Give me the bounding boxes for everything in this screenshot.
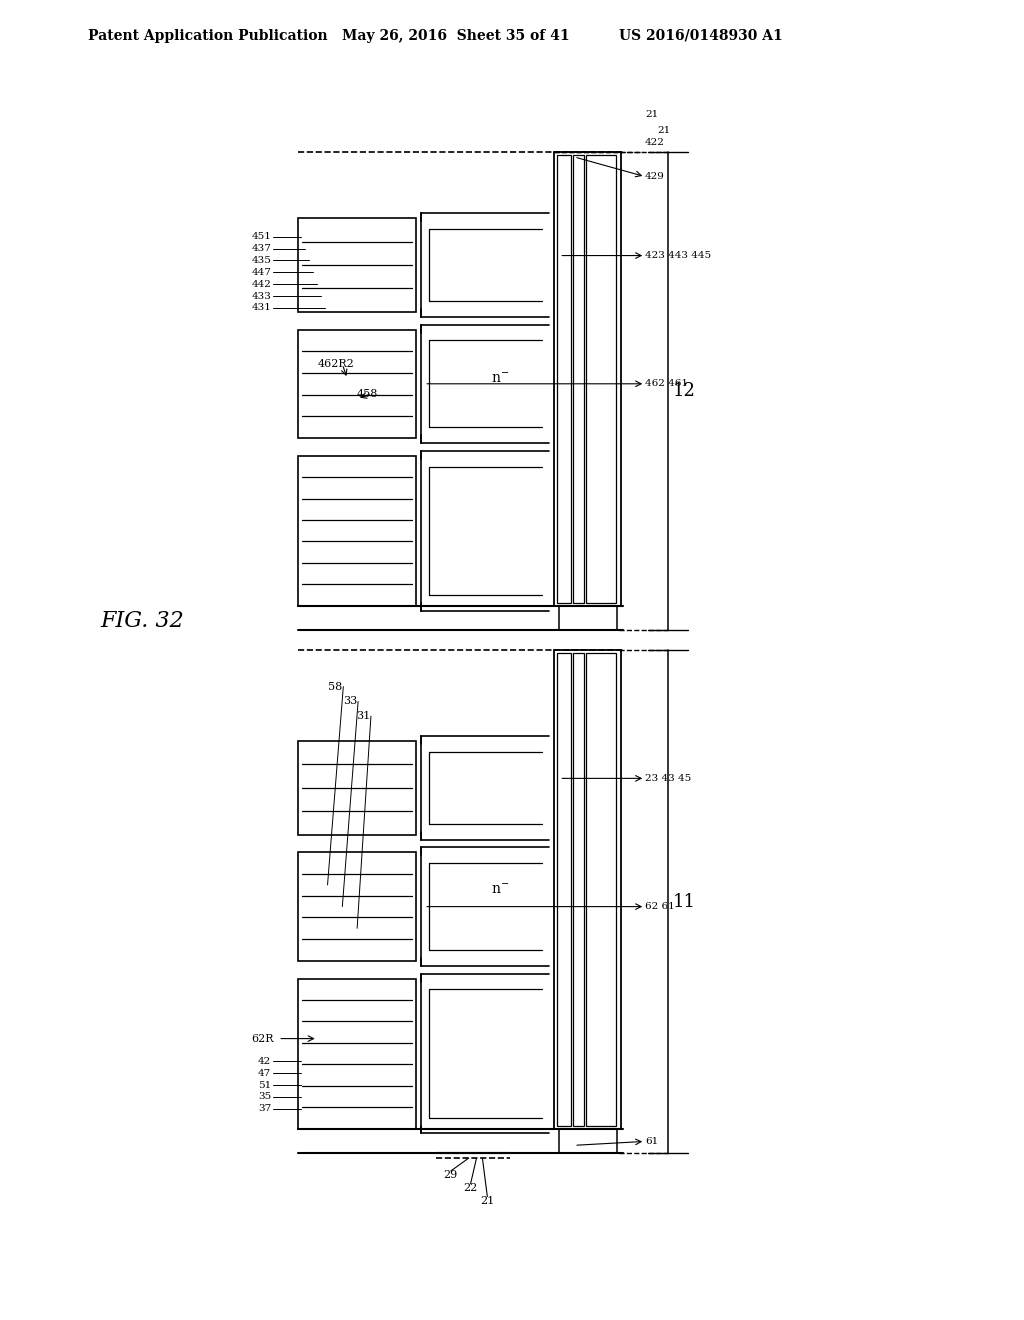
Text: 42: 42 <box>258 1057 271 1067</box>
Text: 61: 61 <box>645 1137 658 1146</box>
Text: 462R2: 462R2 <box>317 359 354 370</box>
Text: 21: 21 <box>645 110 658 119</box>
Bar <box>559 606 616 631</box>
Text: 447: 447 <box>252 268 271 277</box>
Bar <box>586 653 615 1126</box>
Text: US 2016/0148930 A1: US 2016/0148930 A1 <box>618 29 782 42</box>
Text: 29: 29 <box>443 1170 458 1180</box>
Text: 442: 442 <box>252 280 271 289</box>
Text: 431: 431 <box>252 304 271 313</box>
Text: 22: 22 <box>464 1183 477 1193</box>
Bar <box>554 152 622 606</box>
Bar <box>298 978 417 1129</box>
Bar <box>557 154 571 603</box>
Text: 33: 33 <box>343 697 357 706</box>
Bar <box>557 653 571 1126</box>
Text: 21: 21 <box>657 125 671 135</box>
Bar <box>573 154 584 603</box>
Text: 31: 31 <box>355 711 370 721</box>
Text: 47: 47 <box>258 1069 271 1078</box>
Bar <box>298 853 417 961</box>
Text: May 26, 2016  Sheet 35 of 41: May 26, 2016 Sheet 35 of 41 <box>342 29 570 42</box>
Text: 11: 11 <box>673 892 695 911</box>
Text: 433: 433 <box>252 292 271 301</box>
Text: 429: 429 <box>645 172 665 181</box>
Text: 37: 37 <box>258 1105 271 1113</box>
Text: n$^{-}$: n$^{-}$ <box>492 372 509 385</box>
Text: 58: 58 <box>328 681 342 692</box>
Text: n$^{-}$: n$^{-}$ <box>492 882 509 896</box>
Text: 435: 435 <box>252 256 271 265</box>
Text: 23 43 45: 23 43 45 <box>645 774 691 783</box>
Text: 462 461: 462 461 <box>645 379 688 388</box>
Bar <box>573 653 584 1126</box>
Bar <box>298 455 417 606</box>
Text: Patent Application Publication: Patent Application Publication <box>88 29 328 42</box>
Bar <box>298 218 417 312</box>
Text: FIG. 32: FIG. 32 <box>100 610 184 631</box>
Text: 35: 35 <box>258 1093 271 1101</box>
Bar <box>298 330 417 438</box>
Text: 21: 21 <box>480 1196 495 1205</box>
Text: 422: 422 <box>645 137 665 147</box>
Text: 437: 437 <box>252 244 271 253</box>
Bar <box>554 651 622 1129</box>
Bar <box>586 154 615 603</box>
Text: 423 443 445: 423 443 445 <box>645 251 712 260</box>
Bar <box>559 1129 616 1154</box>
Text: 12: 12 <box>673 383 695 400</box>
Text: 62 61: 62 61 <box>645 902 675 911</box>
Text: 458: 458 <box>357 388 379 399</box>
Text: 62R: 62R <box>252 1034 274 1044</box>
Text: 451: 451 <box>252 232 271 242</box>
Text: 51: 51 <box>258 1081 271 1089</box>
Bar <box>298 741 417 834</box>
